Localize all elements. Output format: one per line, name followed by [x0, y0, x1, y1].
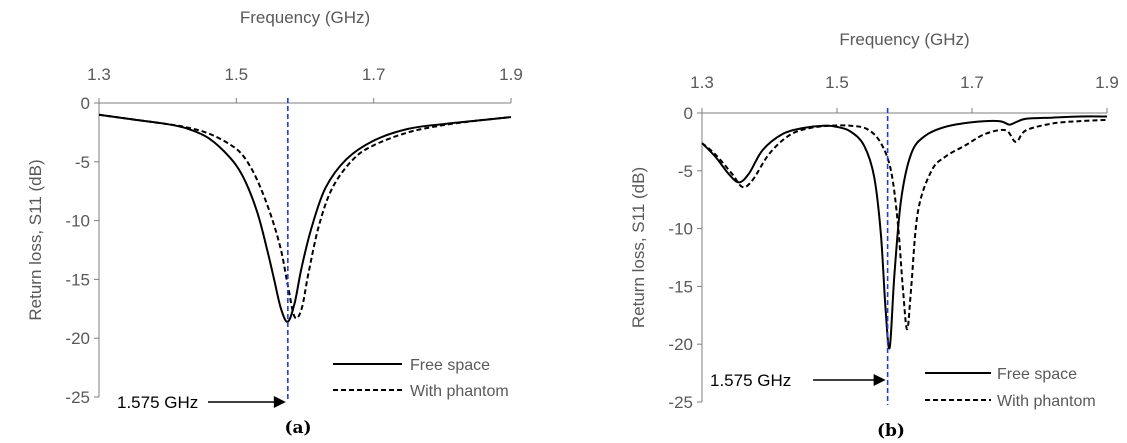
panel-caption: (b) [877, 421, 905, 441]
panel-caption: (a) [284, 418, 311, 438]
x-axis-title: Frequency (GHz) [240, 8, 370, 27]
legend-label: Free space [410, 357, 490, 374]
annotation-label: 1.575 GHz [117, 393, 198, 412]
x-tick-label: 1.5 [225, 65, 249, 84]
x-axis-title: Frequency (GHz) [839, 30, 969, 49]
y-tick-label: -25 [668, 393, 693, 412]
annotation-arrow-head [273, 396, 286, 408]
annotation-label: 1.575 GHz [710, 371, 791, 390]
y-tick-label: -25 [65, 388, 90, 407]
x-tick-label: 1.5 [825, 73, 849, 92]
y-tick-label: -5 [75, 153, 90, 172]
x-tick-label: 1.3 [690, 73, 714, 92]
series-line-with-phantom [98, 113, 512, 320]
y-tick-label: -5 [678, 162, 693, 181]
y-tick-label: 0 [81, 94, 90, 113]
y-tick-label: -20 [65, 329, 90, 348]
legend-label: With phantom [410, 383, 509, 400]
y-tick-label: -10 [668, 220, 693, 239]
y-tick-label: -20 [668, 335, 693, 354]
legend-label: With phantom [997, 393, 1096, 410]
y-axis-title: Return loss, S11 (dB) [629, 167, 648, 328]
series-line-free-space [701, 115, 1108, 350]
x-tick-label: 1.3 [87, 65, 111, 84]
y-axis-title: Return loss, S11 (dB) [26, 159, 45, 320]
y-tick-label: -10 [65, 212, 90, 231]
series-line-free-space [98, 113, 512, 323]
x-tick-label: 1.7 [362, 65, 386, 84]
x-tick-label: 1.9 [1095, 73, 1119, 92]
x-tick-label: 1.7 [960, 73, 984, 92]
y-tick-label: -15 [668, 277, 693, 296]
annotation-arrow-head [873, 374, 886, 386]
series-line-with-phantom [701, 118, 1108, 331]
x-tick-label: 1.9 [499, 65, 523, 84]
y-tick-label: 0 [684, 104, 693, 123]
y-tick-label: -15 [65, 270, 90, 289]
legend-label: Free space [997, 366, 1077, 383]
